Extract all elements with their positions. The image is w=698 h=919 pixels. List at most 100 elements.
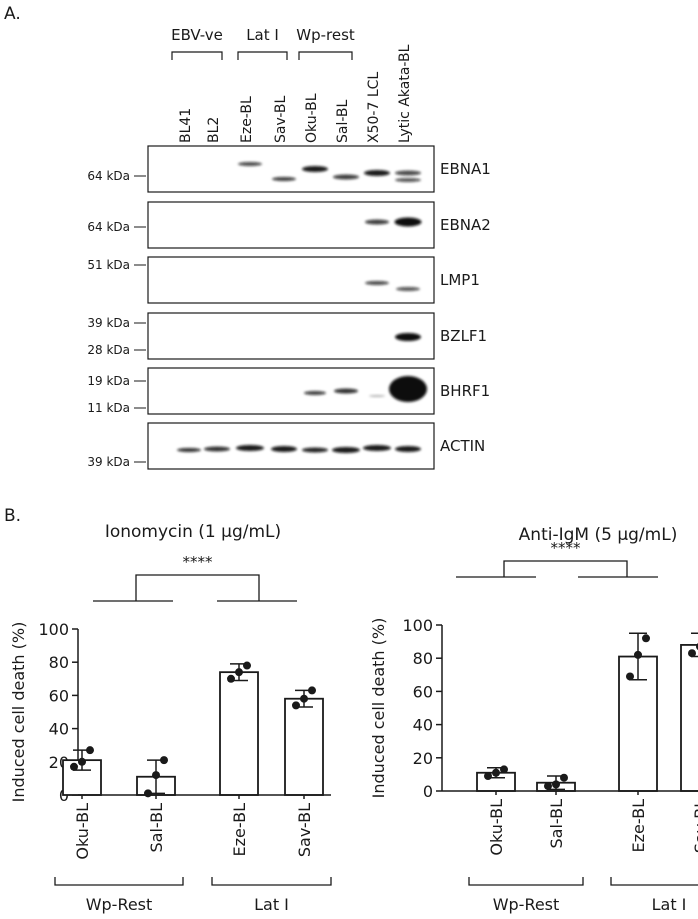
data-point bbox=[308, 686, 316, 695]
data-point bbox=[492, 768, 500, 777]
blot-band bbox=[365, 219, 389, 225]
blot-band bbox=[304, 391, 326, 395]
blot-protein-label: BZLF1 bbox=[440, 327, 487, 345]
blot-box-ebna1 bbox=[147, 145, 435, 193]
data-point bbox=[227, 674, 235, 683]
group-label: Lat I bbox=[254, 895, 289, 914]
group-bracket bbox=[171, 51, 223, 60]
data-point bbox=[144, 789, 152, 798]
group-bracket bbox=[298, 51, 353, 60]
blot-protein-label: LMP1 bbox=[440, 271, 480, 289]
blot-band bbox=[363, 445, 391, 451]
category-label: Oku-BL bbox=[487, 799, 506, 856]
blot-band bbox=[369, 395, 385, 397]
group-label: Wp-Rest bbox=[493, 895, 560, 914]
blot-band bbox=[332, 447, 360, 453]
y-tick-label: 80 bbox=[413, 649, 433, 668]
group-bracket bbox=[54, 877, 184, 886]
data-point bbox=[86, 746, 94, 755]
data-point bbox=[484, 772, 492, 781]
lane-label: Oku-BL bbox=[304, 93, 320, 143]
category-label: Sal-BL bbox=[547, 799, 566, 849]
group-bracket bbox=[237, 51, 288, 60]
y-tick-label: 20 bbox=[413, 749, 433, 768]
category-label: Sal-BL bbox=[147, 803, 166, 853]
y-axis-label: Induced cell death (%) bbox=[369, 618, 388, 799]
data-point bbox=[500, 765, 508, 774]
group-label: Wp-Rest bbox=[86, 895, 153, 914]
y-tick-label: 100 bbox=[402, 616, 433, 635]
blot-band bbox=[365, 281, 389, 285]
significance-stars: **** bbox=[183, 553, 214, 571]
y-tick-label: 100 bbox=[38, 620, 69, 639]
lane-label: Sal-BL bbox=[335, 99, 351, 143]
group-label: Wp-rest bbox=[296, 26, 355, 44]
lane-label: BL41 bbox=[178, 108, 194, 143]
western-blot-panel: EBV-ve Lat I Wp-rest BL41 BL2 Eze-BL Sav-BL Oku… bbox=[87, 26, 491, 470]
lane-label: Sav-BL bbox=[273, 95, 289, 143]
marker-label: 39 kDa bbox=[87, 316, 130, 330]
blot-protein-label: EBNA1 bbox=[440, 160, 491, 178]
lane-label: Lytic Akata-BL bbox=[397, 44, 413, 143]
y-tick-label: 0 bbox=[423, 782, 433, 801]
blot-band bbox=[333, 174, 359, 180]
category-label: Eze-BL bbox=[230, 803, 249, 857]
bar-chart-panel: Ionomycin (1 μg/mL) **** 0 20 40 60 80 100 Induc… bbox=[9, 522, 698, 914]
marker-label: 64 kDa bbox=[87, 220, 130, 234]
chart-title: Anti-IgM (5 μg/mL) bbox=[519, 525, 678, 545]
blot-band bbox=[272, 177, 296, 181]
data-point bbox=[152, 771, 160, 780]
bar bbox=[219, 671, 259, 796]
blot-protein-label: EBNA2 bbox=[440, 216, 491, 234]
blot-band bbox=[271, 446, 297, 452]
blot-box-actin bbox=[147, 422, 435, 470]
data-point bbox=[626, 672, 634, 681]
data-point bbox=[78, 757, 86, 766]
blot-band bbox=[364, 170, 390, 176]
sig-bracket bbox=[135, 574, 260, 601]
marker-label: 28 kDa bbox=[87, 343, 130, 357]
sig-bracket bbox=[503, 560, 628, 577]
marker-label: 51 kDa bbox=[87, 258, 130, 272]
marker-label: 19 kDa bbox=[87, 374, 130, 388]
blot-box-bhrf1 bbox=[147, 367, 435, 415]
blot-band bbox=[238, 162, 262, 166]
blot-band bbox=[236, 445, 264, 451]
blot-box-lmp1 bbox=[147, 256, 435, 304]
blot-band bbox=[204, 446, 230, 452]
blot-band bbox=[394, 217, 422, 227]
y-tick-label: 80 bbox=[49, 653, 69, 672]
marker-label: 11 kDa bbox=[87, 401, 130, 415]
lane-label: X50-7 LCL bbox=[366, 72, 382, 143]
data-point bbox=[544, 782, 552, 791]
blot-band bbox=[395, 178, 421, 182]
bar bbox=[284, 697, 324, 796]
blot-band bbox=[177, 448, 201, 452]
panel-b-label: B. bbox=[4, 506, 21, 526]
data-point bbox=[560, 773, 568, 782]
group-bracket bbox=[468, 877, 584, 886]
blot-band bbox=[396, 287, 420, 291]
blot-protein-label: BHRF1 bbox=[440, 382, 490, 400]
group-label: Lat I bbox=[652, 895, 687, 914]
lane-label: Eze-BL bbox=[239, 96, 255, 143]
chart-ionomycin: Ionomycin (1 μg/mL)****020406080100Induc… bbox=[9, 522, 332, 914]
category-label: Oku-BL bbox=[73, 803, 92, 860]
blot-protein-label: ACTIN bbox=[440, 437, 485, 455]
group-bracket bbox=[610, 877, 698, 886]
y-tick-label: 40 bbox=[413, 716, 433, 735]
data-point bbox=[243, 661, 251, 670]
y-axis-label: Induced cell death (%) bbox=[9, 622, 28, 803]
lane-label: BL2 bbox=[206, 117, 222, 143]
marker-label: 64 kDa bbox=[87, 169, 130, 183]
bar bbox=[680, 644, 698, 792]
y-tick-label: 60 bbox=[49, 686, 69, 705]
blot-band bbox=[395, 333, 421, 341]
blot-band bbox=[334, 388, 358, 394]
data-point bbox=[634, 650, 642, 659]
blot-box-bzlf1 bbox=[147, 312, 435, 360]
data-point bbox=[642, 634, 650, 643]
data-point bbox=[160, 756, 168, 765]
marker-label: 39 kDa bbox=[87, 455, 130, 469]
